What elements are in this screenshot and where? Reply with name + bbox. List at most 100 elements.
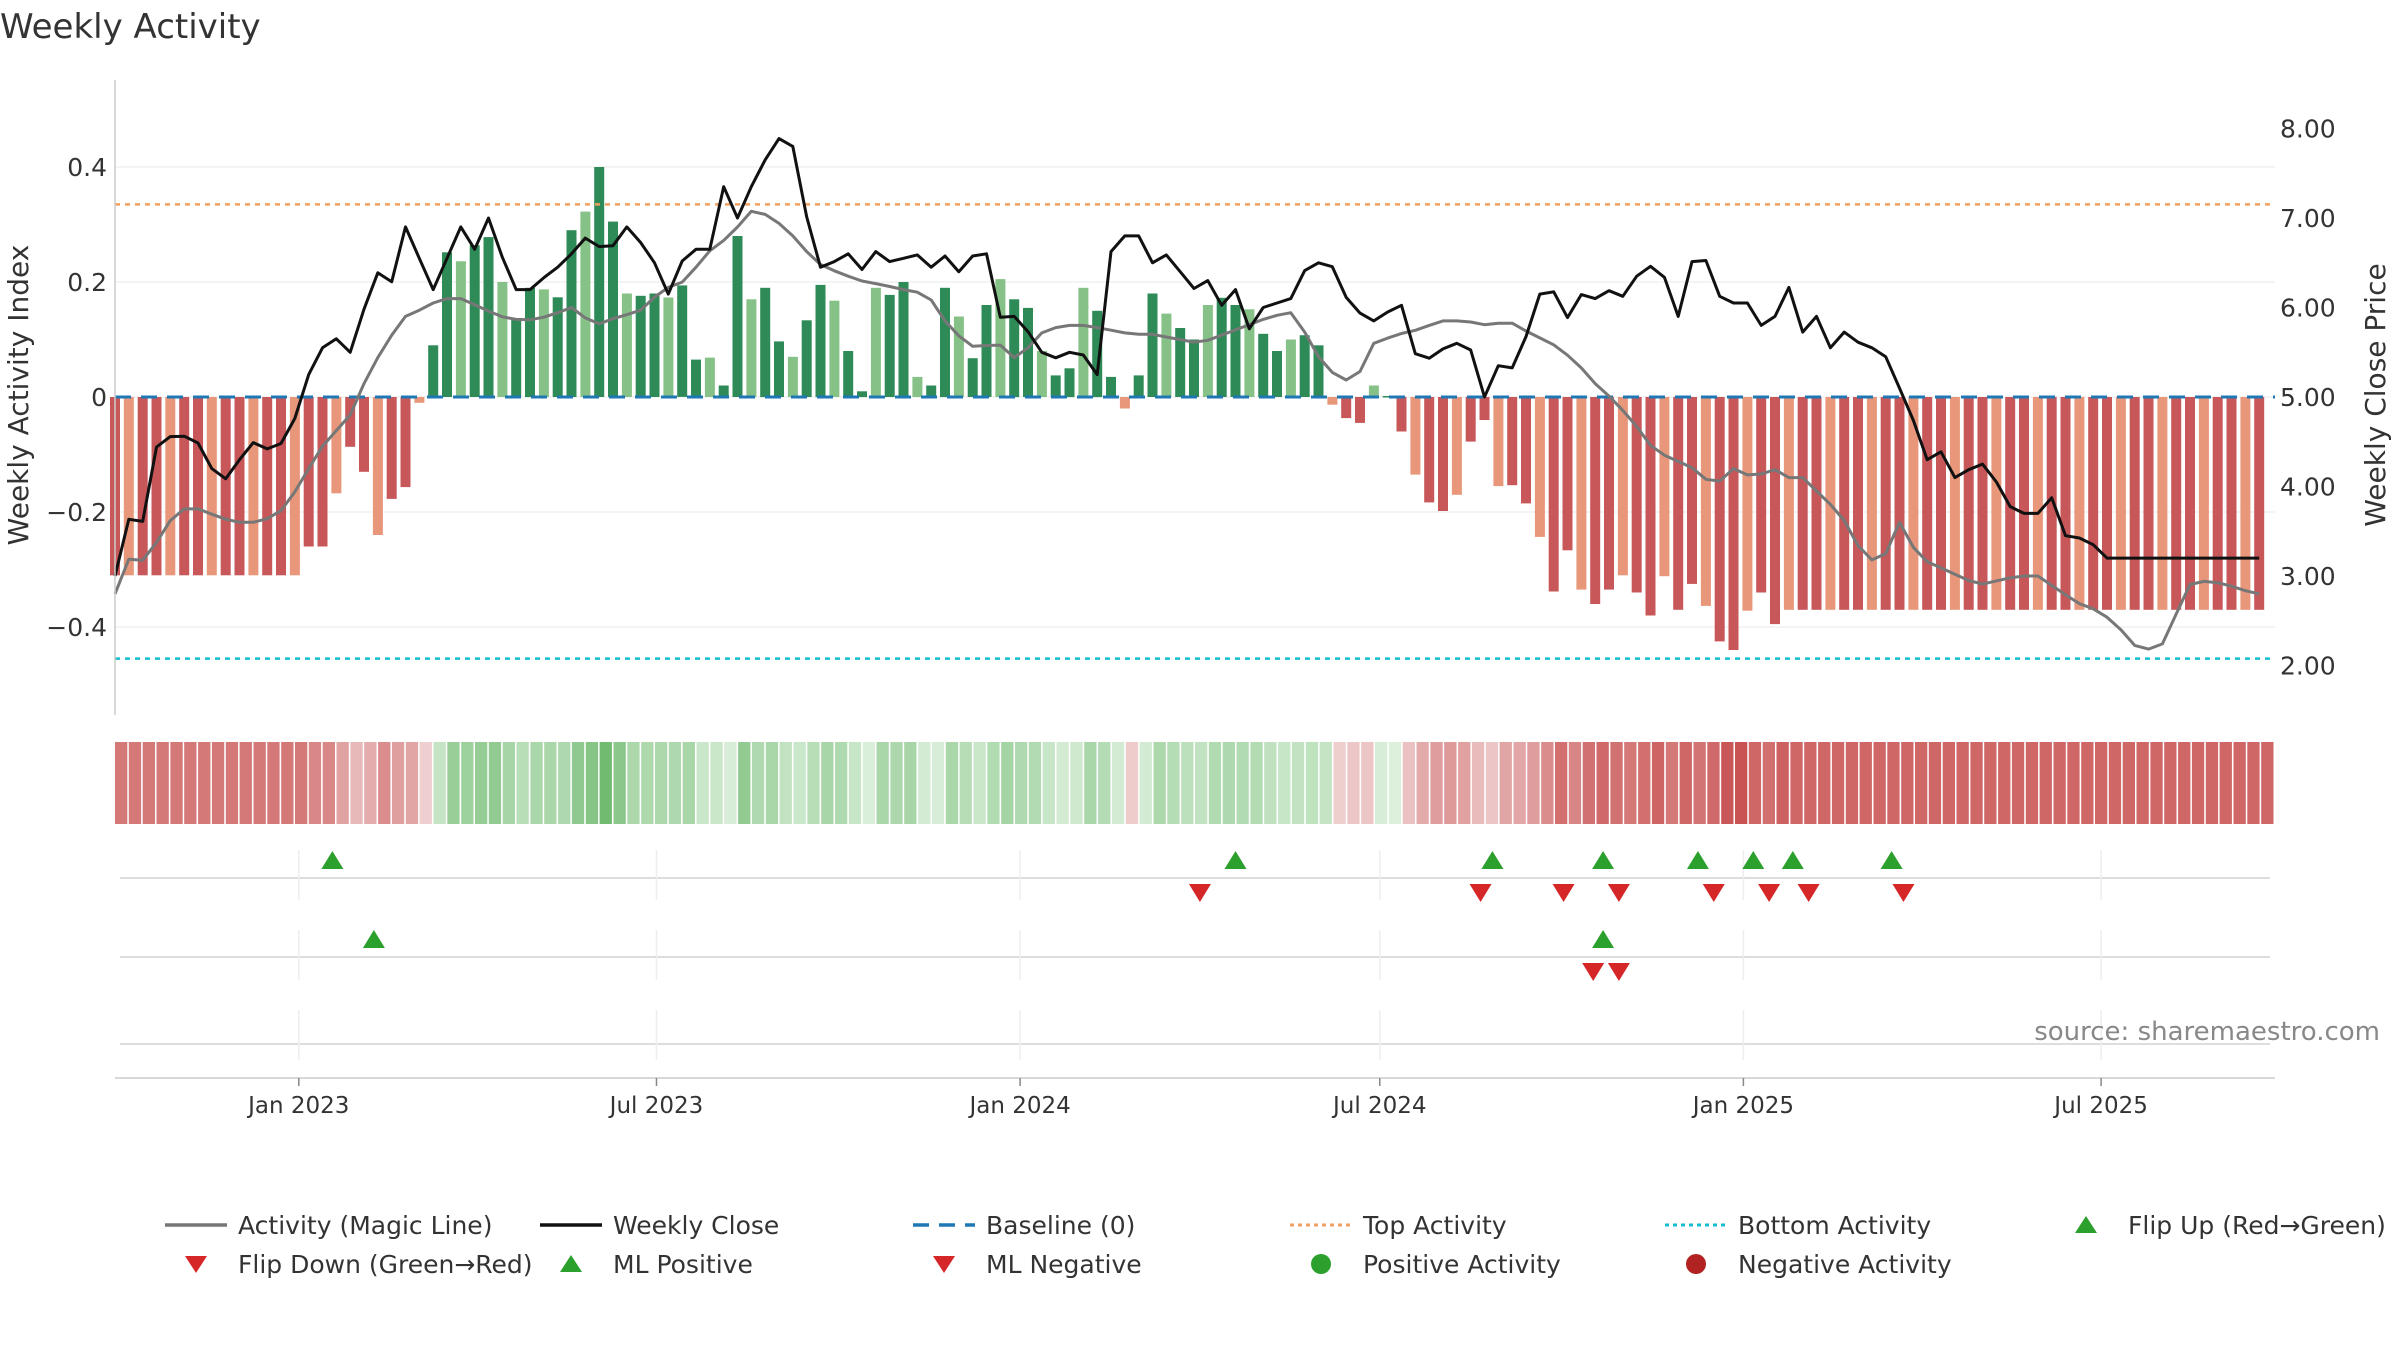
activity-bar [2143,397,2154,610]
activity-bar [1119,397,1130,409]
activity-bar [2185,397,2195,610]
activity-bar [2212,397,2223,610]
activity-bar [1313,345,1324,398]
activity-bar [1202,305,1213,397]
activity-bar [870,287,881,398]
heat-strip-cell [641,742,654,824]
heat-strip-cell [655,742,668,824]
activity-bar [1078,287,1089,398]
heat-strip-cell [2053,742,2066,824]
activity-bar [1161,313,1172,397]
heat-strip-cell [585,742,599,824]
activity-bar [359,397,369,472]
activity-bar [442,252,452,397]
heat-strip-cell [1665,742,1679,824]
activity-bar [815,284,826,397]
heat-strip-cell [627,742,640,824]
heat-strip-cell [1610,742,1623,824]
activity-bar [1631,397,1642,593]
activity-bar [1894,397,1905,610]
activity-bar [2005,397,2016,610]
y-tick-label-left: 0 [91,383,107,412]
heat-strip-cell [765,742,779,824]
activity-bar [857,391,867,398]
activity-bar [718,385,729,397]
heat-strip-cell [987,742,1000,824]
activity-bar [1908,397,1919,610]
heat-strip-cell [378,742,391,824]
legend-label: Bottom Activity [1738,1211,1931,1240]
heat-strip-cell [1513,742,1526,824]
heat-strip-cell [530,742,543,824]
heat-strip-cell [2261,742,2274,824]
heat-strip-cell [1776,742,1789,824]
flip-up-marker [1592,851,1615,869]
heat-strip-cell [1444,742,1457,824]
heat-strip-cell [973,742,986,824]
heat-strip-cell [1984,742,1997,824]
activity-bar [1521,397,1531,504]
heat-strip-cell [1153,742,1166,824]
heat-strip-cell [2122,742,2135,824]
legend: Activity (Magic Line) Weekly Close Baselin… [165,1211,2386,1279]
legend-label: Weekly Close [613,1211,779,1240]
activity-bar [1272,351,1282,397]
heat-strip-cell [281,742,294,824]
heat-strip-cell [1568,742,1582,824]
heat-strip-cell [931,742,945,824]
activity-bar [1106,376,1116,397]
activity-bar [566,230,577,397]
heat-strip-cell [1416,742,1429,824]
activity-bar [1244,309,1255,397]
activity-bar [1866,397,1877,610]
heat-strip-cell [1319,742,1332,824]
activity-bar [746,299,757,398]
activity-bar [732,236,743,397]
activity-bar [1230,305,1241,397]
heat-strip-cell [2164,742,2177,824]
heat-strip-cell [835,742,848,824]
heat-strip-cell [1305,742,1319,824]
heat-strip-cell [322,742,335,824]
heat-strip-cell [475,742,488,824]
activity-bar [1092,310,1103,398]
heat-strip-cell [1887,742,1900,824]
heat-strip-cell [1111,742,1125,824]
activity-bar [1396,397,1407,432]
activity-bar [179,397,190,576]
legend-swatch-circle [1311,1254,1331,1274]
activity-bar [1216,297,1227,397]
heat-strip-cell [461,742,474,824]
legend-item: Baseline (0) [913,1211,1135,1240]
activity-bar [2102,397,2112,610]
x-tick-label: Jan 2024 [967,1093,1070,1119]
activity-bar [193,397,203,576]
activity-bar [760,287,771,398]
flip-up-marker [1224,851,1247,869]
activity-bar [2032,397,2043,610]
activity-bar [1922,397,1933,610]
heat-strip-cell [1651,742,1665,824]
activity-bar [1659,397,1670,577]
activity-bar [262,397,273,576]
heat-strip-cell [1070,742,1083,824]
activity-bar [1562,397,1573,551]
heat-strip-cell [1402,742,1415,824]
activity-bar [677,285,688,397]
activity-bar [234,397,245,576]
activity-bar [2060,397,2071,610]
heat-strip-cell [1195,742,1208,824]
legend-label: ML Positive [613,1250,753,1279]
activity-bar [1949,397,1960,610]
activity-bar [1728,397,1739,650]
heat-strip-cell [1804,742,1817,824]
activity-bar [608,221,618,397]
activity-bar [497,282,508,397]
y-tick-label-right: 6.00 [2280,294,2336,323]
flip-down-marker [1552,884,1575,902]
heat-strip-cell [1333,742,1346,824]
heat-strip-cell [1638,742,1651,824]
activity-bar [1341,397,1352,419]
source-label: source: sharemaestro.com [2034,1017,2380,1047]
